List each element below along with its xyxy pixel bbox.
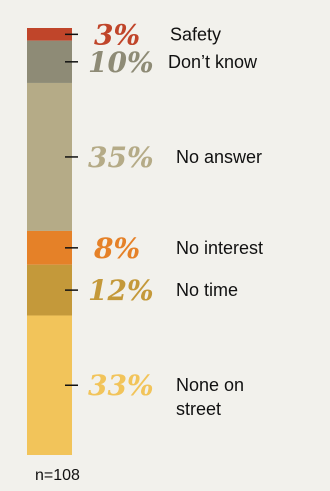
segment-labels: 3% Safety 10% Don’t know 35% No answer 8% No in… [88,18,263,419]
sample-size-note: n=108 [35,467,80,484]
bar-segment-no-answer [27,82,72,231]
percent-label-no-time: 12% [88,274,154,307]
bar-segment-no-interest [27,230,72,265]
category-label-none-on-street-line1: None on [176,375,244,395]
percent-label-no-interest: 8% [93,232,140,265]
bar-segment-no-time [27,264,72,316]
category-label-safety: Safety [170,24,221,44]
bar-segment-don-t-know [27,40,72,83]
percent-label-safety: 3% [94,18,140,51]
category-label-no-interest: No interest [176,238,263,258]
percent-label-none-on-street: 33% [88,369,154,402]
category-label-no-time: No time [176,280,238,300]
bar-segment-none-on-street [27,315,72,455]
bar-segments [27,28,72,455]
percent-label-no-answer: 35% [88,141,154,174]
category-label-none-on-street-line2: street [176,399,221,419]
bar-segment-safety [27,28,72,41]
tick-marks [65,33,78,386]
percent-label-don-t-know: 10% [88,46,154,79]
category-label-don-t-know: Don’t know [168,52,258,72]
category-label-no-answer: No answer [176,147,262,167]
